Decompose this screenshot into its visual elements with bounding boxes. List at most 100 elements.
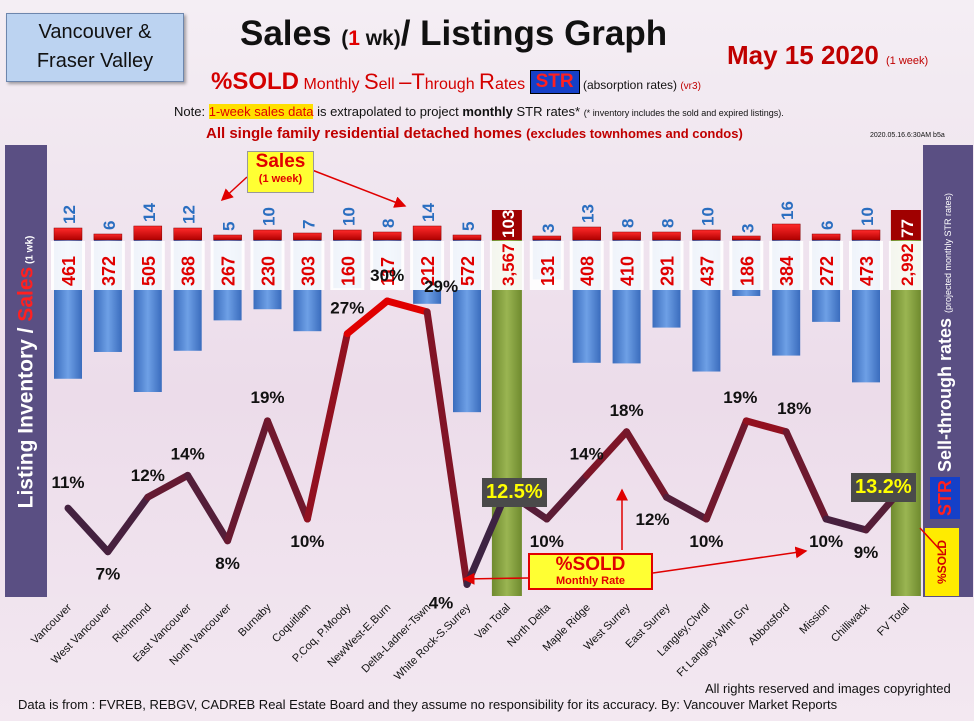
sales-label: 16 [778,201,797,220]
sales-bar [133,225,163,241]
sales-label: 14 [140,203,159,222]
inventory-label: 473 [857,256,877,286]
inventory-label: 408 [578,256,598,286]
sales-label: 12 [60,205,79,224]
sold-callout: %SOLD Monthly Rate [528,553,653,590]
sub-ell: ell [378,76,400,93]
sold-pct-label: 14% [570,444,604,463]
sales-bar [213,234,242,241]
inventory-label: 3,567 [499,243,518,286]
sales-label: 6 [100,221,119,230]
report-date: May 15 2020 (1 week) [727,40,928,71]
sales-bar [333,229,362,241]
total-sales-bar [890,210,921,240]
sub-sold: %SOLD [211,68,300,95]
str-badge: STR [529,70,580,94]
sold-line-segment [702,417,750,523]
category-label: White Rock-S.Surrey [392,601,473,682]
sales-callout: Sales (1 week) [247,151,314,193]
inventory-label-bg [170,241,205,290]
inventory-label-bg [529,241,564,290]
inventory-label: 384 [777,256,797,286]
title-part-2: / Listings Graph [400,14,668,53]
category-label: Chilliwack [829,601,872,644]
sales-bar [652,231,681,241]
inventory-label-bg [51,241,85,290]
sold-pct-label: 11% [51,473,84,492]
sales-callout-sub: (1 week) [258,173,303,185]
inventory-label-bg [450,241,484,290]
inventory-label: 437 [697,256,717,286]
sold-line-segment [782,428,830,523]
inventory-label-bg [90,241,125,290]
sales-bar [572,226,601,241]
sales-bar [732,235,761,241]
sales-bar [692,229,721,241]
sub-ates: ates [494,76,530,93]
sales-bar [532,235,562,241]
sold-line-segment [224,417,271,545]
sold-line-segment [583,428,631,479]
sales-label: 3 [738,224,757,233]
sales-bar [253,229,282,241]
sold-pct-label: 27% [330,299,364,318]
page-title: Sales (1 wk)/ Listings Graph [240,14,720,54]
inventory-label: 372 [99,256,119,286]
inventory-label-bg [809,241,844,290]
inventory-label-bg [250,241,285,290]
sub-dash: – [399,69,412,94]
sold-line-segment [463,488,511,588]
sales-bar [293,232,322,241]
sales-bar [173,227,202,241]
sold-pct-label: 8% [215,554,240,573]
sold-pct-label: 18% [777,399,811,418]
note-bold: monthly [462,104,513,119]
sold-pct-label: 4% [429,593,454,612]
sold-pct-label: 7% [96,565,121,584]
category-label: Burnaby [236,601,274,639]
sold-line-segment [663,493,710,523]
sold-line-segment [264,417,311,523]
category-label: Van Total [473,602,513,642]
category-label: Ft Langley-Wlnt Grv [675,601,753,679]
inventory-label: 461 [59,256,79,286]
inventory-label: 230 [259,256,279,286]
inventory-label: 186 [737,256,757,286]
sub-monthly: Monthly [299,76,364,93]
copyright: All rights reserved and images copyright… [705,681,951,696]
region-line-2: Fraser Valley [36,50,154,72]
sales-label: 10 [698,207,717,226]
subtitle: %SOLD Monthly Sell –Through Rates STR (a… [211,68,701,96]
sales-label: 10 [260,207,279,226]
sales-label: 77 [898,219,917,238]
source-note: Data is from : FVREB, REBGV, CADREB Real… [18,697,838,712]
sales-label: 8 [619,219,638,228]
inventory-label: 291 [658,256,678,286]
sales-label: 14 [419,203,438,222]
str-arrow [919,527,944,554]
inventory-label: 117 [378,257,398,286]
inventory-label-bg [769,241,804,290]
category-label: Abbotsford [746,602,792,648]
sub-S: S [363,69,379,94]
sales-arrow-left [220,176,248,202]
annotation-group [220,169,944,585]
inventory-label-bg [410,241,445,290]
inventory-label: 212 [418,256,438,286]
note-line: Note: 1-week sales data is extrapolated … [174,104,784,119]
category-label: Mission [797,602,832,637]
title-paren: ( [341,27,349,50]
inventory-label: 267 [219,256,239,286]
inventory-label: 572 [458,256,478,286]
left-axis-band [5,145,47,597]
sub-hrough: hrough [424,76,480,93]
category-label: FV Total [875,602,912,639]
sales-bar [372,231,402,241]
inventory-label-bg [888,241,923,290]
sold-pct-label: 30% [370,266,404,285]
sales-bar [53,227,83,241]
sales-label: 7 [299,220,318,229]
region-line-1: Vancouver & [38,21,152,43]
inventory-label: 505 [139,256,159,286]
sales-bar [452,234,482,241]
